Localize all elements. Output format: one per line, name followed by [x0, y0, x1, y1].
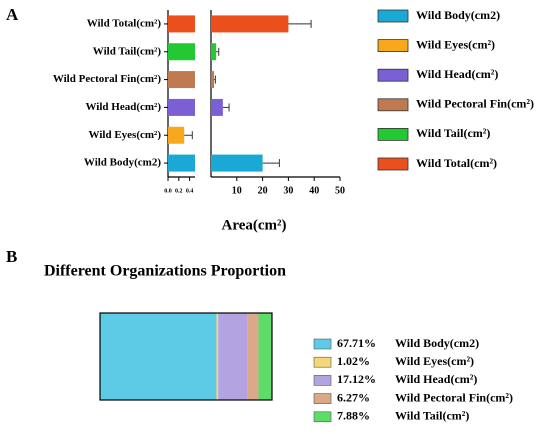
x-tick-label: 50 [335, 185, 345, 196]
x-tick-label: 20 [258, 185, 268, 196]
x-tick-label: 0.4 [186, 188, 194, 194]
y-tick-label: Wild Tail(cm²) [93, 45, 162, 57]
bar [168, 71, 195, 89]
y-tick-label: Wild Head(cm²) [85, 101, 161, 113]
legend-swatch [313, 411, 332, 423]
bar [168, 126, 185, 144]
legend-label: Wild Body(cm2) [416, 8, 500, 22]
bar-frame [99, 312, 273, 401]
bar [211, 71, 215, 89]
x-axis-title: Area(cm²) [221, 217, 286, 233]
panel-label: A [6, 5, 19, 24]
legend-label: Wild Eyes(cm²) [416, 37, 495, 51]
legend-swatch [377, 157, 409, 171]
legend-value: 7.88% [337, 409, 370, 423]
bar [211, 98, 223, 116]
legend-swatch [313, 375, 332, 386]
legend-label: Wild Eyes(cm²) [395, 354, 474, 368]
y-tick-label: Wild Total(cm²) [87, 17, 162, 29]
legend-label: Wild Head(cm²) [416, 67, 498, 81]
legend-label: Wild Total(cm²) [416, 156, 497, 170]
x-tick-label: 10 [232, 185, 242, 196]
legend-swatch [377, 68, 409, 82]
x-tick-label: 30 [283, 185, 293, 196]
legend-value: 67.71% [337, 336, 376, 350]
legend-swatch [313, 393, 332, 404]
bar-segment [100, 313, 217, 400]
bar-segment [258, 313, 272, 400]
legend-label: Wild Head(cm²) [395, 372, 477, 386]
legend-swatch [313, 356, 332, 368]
legend-swatch [377, 9, 409, 23]
bar [168, 15, 195, 33]
bar-segment [216, 313, 219, 400]
legend-label: Wild Pectoral Fin(cm²) [395, 390, 513, 404]
x-tick-label: 40 [309, 185, 319, 196]
bar-segment [247, 313, 259, 400]
y-tick-label: Wild Eyes(cm²) [89, 129, 162, 141]
legend-value: 1.02% [337, 354, 370, 368]
legend-swatch [377, 98, 409, 112]
panel-label: B [6, 247, 17, 266]
legend-label: Wild Tail(cm²) [395, 409, 469, 423]
legend-swatch [313, 338, 332, 350]
bar [168, 43, 195, 61]
bar [211, 15, 289, 33]
legend-swatch [377, 127, 409, 141]
bar [211, 154, 263, 172]
legend-value: 17.12% [337, 372, 376, 386]
bar [168, 98, 195, 116]
chart-title: Different Organizations Proportion [44, 263, 286, 280]
y-tick-label: Wild Body(cm2) [84, 157, 161, 169]
bar [168, 154, 195, 172]
legend-label: Wild Body(cm2) [395, 336, 479, 350]
x-tick-label: 0.0 [164, 188, 172, 194]
legend-swatch [377, 39, 409, 52]
x-tick-label: 0.2 [175, 188, 183, 194]
bar-segment [218, 313, 248, 400]
legend-label: Wild Pectoral Fin(cm²) [416, 97, 534, 111]
y-tick-label: Wild Pectoral Fin(cm²) [53, 73, 162, 85]
legend-value: 6.27% [337, 390, 370, 404]
bar [211, 43, 217, 61]
legend-label: Wild Tail(cm²) [416, 126, 490, 140]
